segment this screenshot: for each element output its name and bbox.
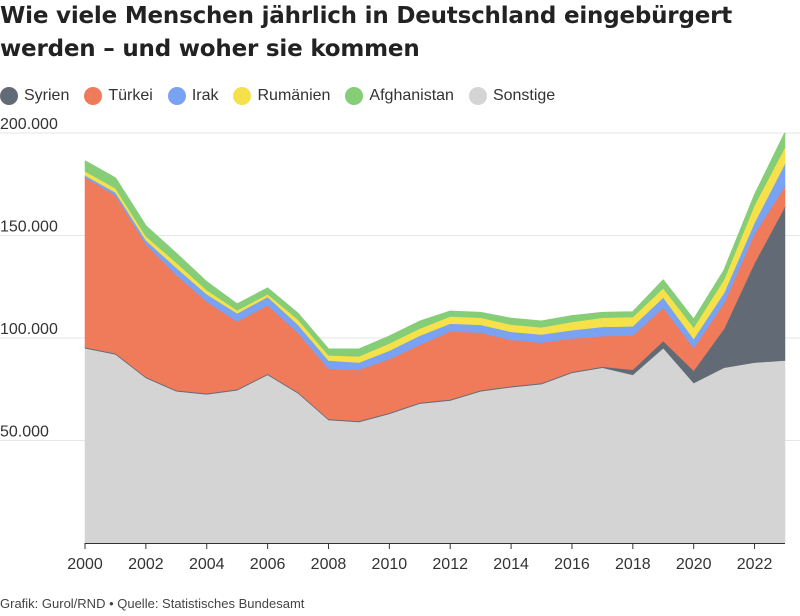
legend-item: Syrien — [0, 87, 69, 105]
legend-label: Rumänien — [257, 87, 331, 104]
legend-item: Rumänien — [233, 87, 330, 105]
y-tick-label: 100.000 — [0, 321, 58, 338]
y-tick-label: 150.000 — [0, 219, 58, 236]
x-tick-label: 2022 — [737, 556, 773, 573]
legend-swatch — [233, 87, 252, 105]
x-tick-label: 2000 — [67, 556, 103, 573]
x-tick-label: 2014 — [493, 556, 529, 573]
x-tick-label: 2006 — [250, 556, 286, 573]
x-tick-label: 2004 — [189, 556, 225, 573]
legend-label: Irak — [191, 87, 219, 104]
x-tick-label: 2008 — [311, 556, 347, 573]
x-tick-label: 2012 — [432, 556, 468, 573]
legend-swatch — [84, 87, 103, 105]
x-tick-label: 2018 — [615, 556, 651, 573]
source-footer: Grafik: Gurol/RND • Quelle: Statistische… — [0, 596, 305, 611]
x-tick-label: 2020 — [676, 556, 712, 573]
x-tick-label: 2016 — [554, 556, 590, 573]
legend-label: Syrien — [24, 87, 70, 104]
y-tick-label: 50.000 — [0, 424, 49, 441]
y-tick-label: 200.000 — [0, 116, 58, 133]
legend-label: Türkei — [108, 87, 153, 104]
legend-item: Türkei — [84, 87, 153, 105]
chart-title: Wie viele Menschen jährlich in Deutschla… — [0, 3, 733, 62]
legend-item: Afghanistan — [345, 87, 454, 105]
legend-item: Irak — [167, 87, 219, 105]
stacked-area-chart: 50.000 100.000 150.000 200.000 2000 2002 2004 2… — [0, 116, 800, 573]
legend-label: Afghanistan — [369, 87, 454, 104]
series-line-afghanistan — [84, 132, 786, 351]
legend-swatch — [167, 87, 186, 105]
x-tick-label: 2002 — [128, 556, 164, 573]
legend-swatch — [468, 87, 487, 105]
legend-label: Sonstige — [492, 87, 556, 104]
legend-swatch — [0, 87, 18, 105]
legend-swatch — [345, 87, 364, 105]
legend-item: Sonstige — [468, 87, 556, 105]
x-tick-label: 2010 — [372, 556, 408, 573]
chart-legend: Syrien Türkei Irak Rumänien Afghanistan … — [0, 84, 570, 108]
